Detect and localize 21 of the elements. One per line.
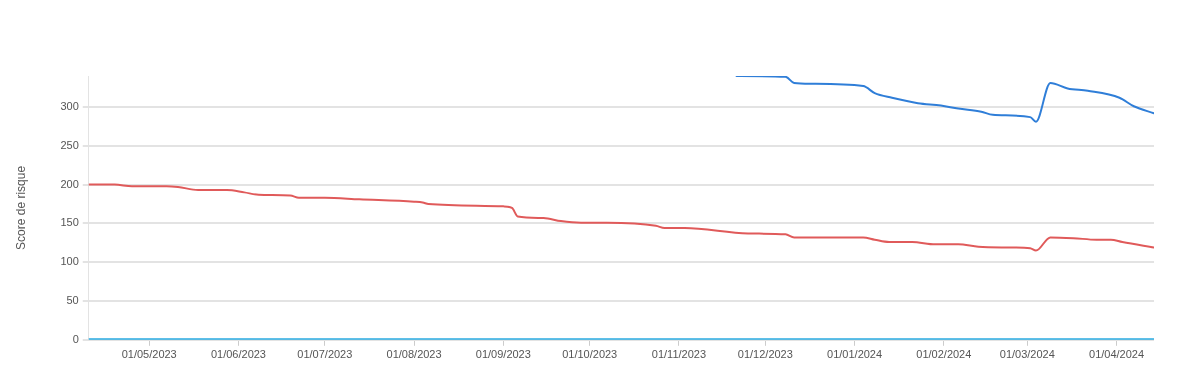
x-tick-label: 01/11/2023 — [651, 348, 707, 361]
y-tick-label: 150 — [60, 216, 79, 229]
x-tick-label: 01/08/2023 — [386, 348, 442, 361]
y-tick-label: 200 — [60, 177, 79, 190]
x-tick-label: 01/01/2024 — [827, 348, 883, 361]
x-tick-label: 01/10/2023 — [562, 348, 618, 361]
line-series — [735, 76, 1154, 123]
y-axis-title: Score de risque — [13, 165, 28, 250]
x-tick-label: 01/06/2023 — [210, 348, 266, 361]
y-tick-label: 100 — [60, 255, 79, 268]
y-tick-label: 250 — [60, 138, 79, 151]
x-tick-label: 01/12/2023 — [737, 348, 793, 361]
x-tick-label: 01/02/2024 — [916, 348, 972, 361]
y-tick-label: 0 — [72, 332, 79, 345]
y-tick-label: 300 — [60, 100, 79, 113]
x-tick-label: 01/09/2023 — [475, 348, 531, 361]
x-tick-label: 01/05/2023 — [121, 348, 177, 361]
x-tick-label: 01/03/2024 — [999, 348, 1055, 361]
x-tick-label: 01/07/2023 — [297, 348, 353, 361]
y-tick-label: 50 — [66, 294, 79, 307]
x-tick-label: 01/04/2024 — [1089, 348, 1145, 361]
